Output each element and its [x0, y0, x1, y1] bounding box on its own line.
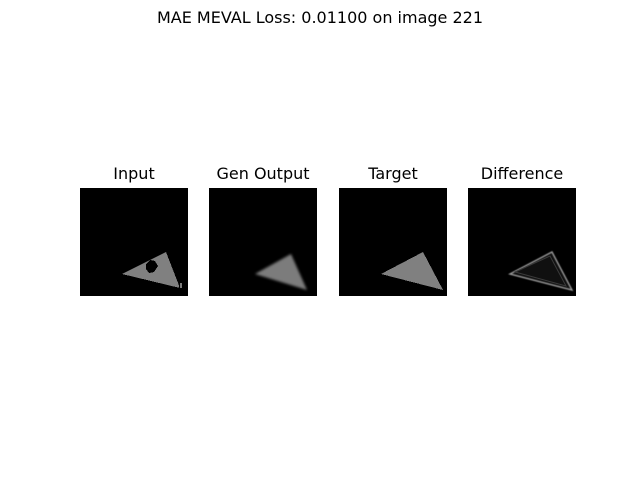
gen-output-image-graphic [209, 188, 317, 296]
gen-output-image [209, 188, 317, 296]
difference-image [468, 188, 576, 296]
input-image [80, 188, 188, 296]
figure-title: MAE MEVAL Loss: 0.01100 on image 221 [156, 8, 484, 27]
target-image-graphic [339, 188, 447, 296]
panel-title-difference: Difference [480, 164, 564, 183]
difference-image-graphic [468, 188, 576, 296]
input-image-graphic [80, 188, 188, 296]
target-image [339, 188, 447, 296]
panel-title-target: Target [368, 164, 418, 183]
panel-title-input: Input [113, 164, 155, 183]
panel-title-gen-output: Gen Output [216, 164, 310, 183]
